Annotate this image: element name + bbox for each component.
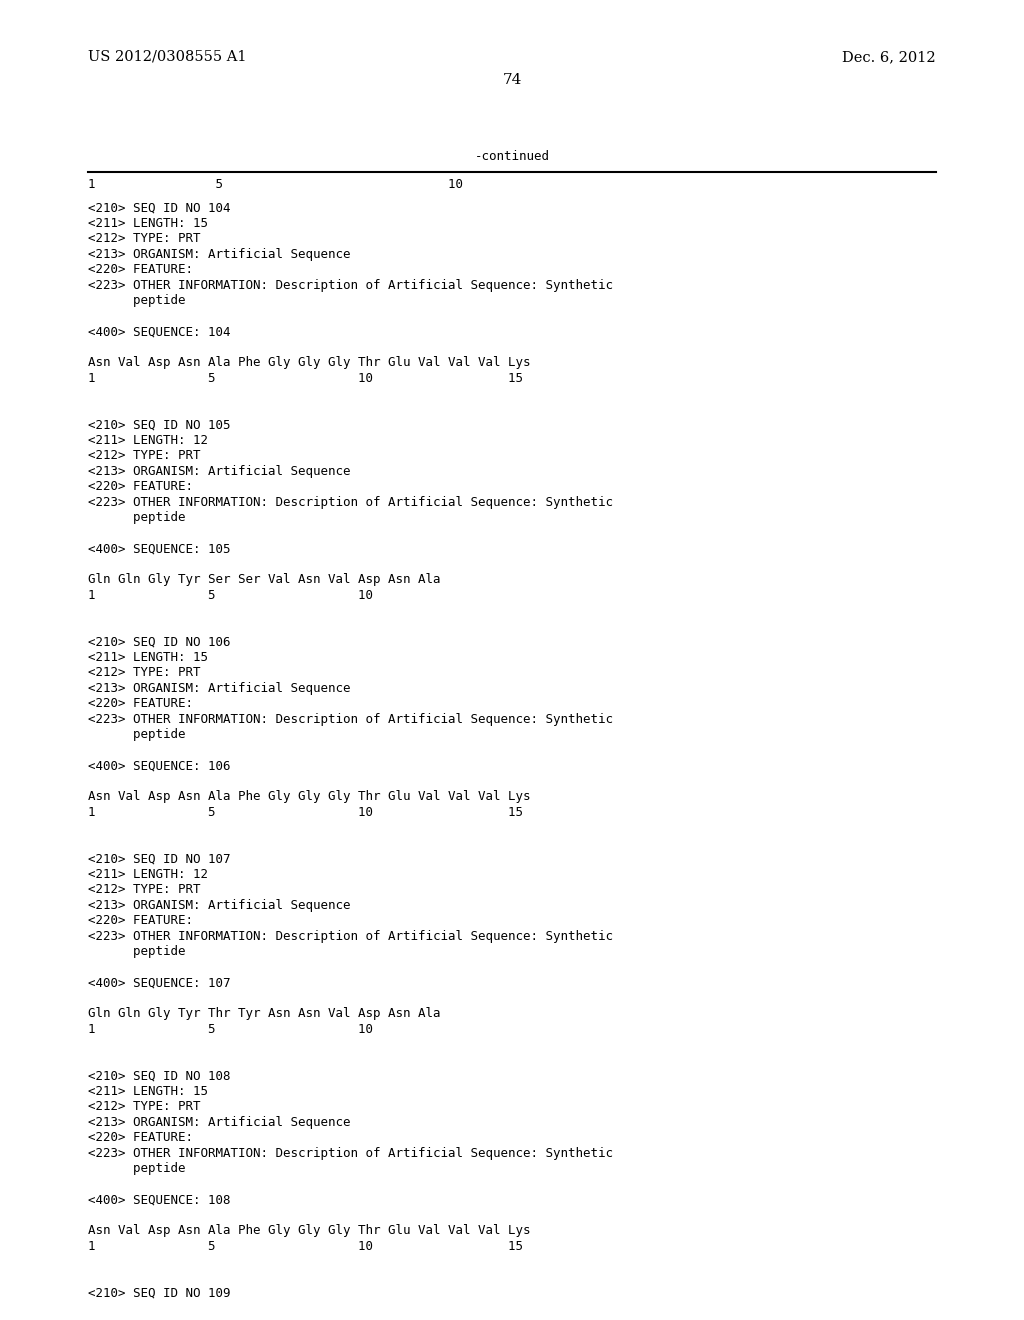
Text: <400> SEQUENCE: 107: <400> SEQUENCE: 107 <box>88 977 230 989</box>
Text: peptide: peptide <box>88 1162 185 1175</box>
Text: <400> SEQUENCE: 108: <400> SEQUENCE: 108 <box>88 1193 230 1206</box>
Text: US 2012/0308555 A1: US 2012/0308555 A1 <box>88 50 247 63</box>
Text: <400> SEQUENCE: 105: <400> SEQUENCE: 105 <box>88 543 230 556</box>
Text: peptide: peptide <box>88 945 185 958</box>
Text: <212> TYPE: PRT: <212> TYPE: PRT <box>88 883 201 896</box>
Text: <223> OTHER INFORMATION: Description of Artificial Sequence: Synthetic: <223> OTHER INFORMATION: Description of … <box>88 713 613 726</box>
Text: 1               5                   10                  15: 1 5 10 15 <box>88 1239 523 1253</box>
Text: <223> OTHER INFORMATION: Description of Artificial Sequence: Synthetic: <223> OTHER INFORMATION: Description of … <box>88 1147 613 1160</box>
Text: peptide: peptide <box>88 294 185 308</box>
Text: <220> FEATURE:: <220> FEATURE: <box>88 480 193 494</box>
Text: 74: 74 <box>503 73 521 87</box>
Text: <210> SEQ ID NO 109: <210> SEQ ID NO 109 <box>88 1286 230 1299</box>
Text: <212> TYPE: PRT: <212> TYPE: PRT <box>88 232 201 246</box>
Text: <211> LENGTH: 15: <211> LENGTH: 15 <box>88 216 208 230</box>
Text: Asn Val Asp Asn Ala Phe Gly Gly Gly Thr Glu Val Val Val Lys: Asn Val Asp Asn Ala Phe Gly Gly Gly Thr … <box>88 1224 530 1237</box>
Text: 1               5                   10: 1 5 10 <box>88 589 373 602</box>
Text: <400> SEQUENCE: 104: <400> SEQUENCE: 104 <box>88 325 230 338</box>
Text: Asn Val Asp Asn Ala Phe Gly Gly Gly Thr Glu Val Val Val Lys: Asn Val Asp Asn Ala Phe Gly Gly Gly Thr … <box>88 356 530 370</box>
Text: <210> SEQ ID NO 107: <210> SEQ ID NO 107 <box>88 853 230 865</box>
Text: Dec. 6, 2012: Dec. 6, 2012 <box>843 50 936 63</box>
Text: <210> SEQ ID NO 106: <210> SEQ ID NO 106 <box>88 635 230 648</box>
Text: <400> SEQUENCE: 106: <400> SEQUENCE: 106 <box>88 759 230 772</box>
Text: <213> ORGANISM: Artificial Sequence: <213> ORGANISM: Artificial Sequence <box>88 248 350 261</box>
Text: <223> OTHER INFORMATION: Description of Artificial Sequence: Synthetic: <223> OTHER INFORMATION: Description of … <box>88 496 613 508</box>
Text: 1               5                   10: 1 5 10 <box>88 1023 373 1036</box>
Text: 1               5                   10                  15: 1 5 10 15 <box>88 805 523 818</box>
Text: <212> TYPE: PRT: <212> TYPE: PRT <box>88 1101 201 1113</box>
Text: <212> TYPE: PRT: <212> TYPE: PRT <box>88 667 201 680</box>
Text: <213> ORGANISM: Artificial Sequence: <213> ORGANISM: Artificial Sequence <box>88 899 350 912</box>
Text: <211> LENGTH: 15: <211> LENGTH: 15 <box>88 651 208 664</box>
Text: Gln Gln Gly Tyr Thr Tyr Asn Asn Val Asp Asn Ala: Gln Gln Gly Tyr Thr Tyr Asn Asn Val Asp … <box>88 1007 440 1020</box>
Text: Asn Val Asp Asn Ala Phe Gly Gly Gly Thr Glu Val Val Val Lys: Asn Val Asp Asn Ala Phe Gly Gly Gly Thr … <box>88 791 530 804</box>
Text: <220> FEATURE:: <220> FEATURE: <box>88 915 193 927</box>
Text: 1                5                              10: 1 5 10 <box>88 178 463 191</box>
Text: -continued: -continued <box>474 150 550 162</box>
Text: <213> ORGANISM: Artificial Sequence: <213> ORGANISM: Artificial Sequence <box>88 465 350 478</box>
Text: <211> LENGTH: 15: <211> LENGTH: 15 <box>88 1085 208 1098</box>
Text: <220> FEATURE:: <220> FEATURE: <box>88 263 193 276</box>
Text: <223> OTHER INFORMATION: Description of Artificial Sequence: Synthetic: <223> OTHER INFORMATION: Description of … <box>88 279 613 292</box>
Text: <211> LENGTH: 12: <211> LENGTH: 12 <box>88 867 208 880</box>
Text: <210> SEQ ID NO 104: <210> SEQ ID NO 104 <box>88 201 230 214</box>
Text: <210> SEQ ID NO 108: <210> SEQ ID NO 108 <box>88 1069 230 1082</box>
Text: <223> OTHER INFORMATION: Description of Artificial Sequence: Synthetic: <223> OTHER INFORMATION: Description of … <box>88 929 613 942</box>
Text: 1               5                   10                  15: 1 5 10 15 <box>88 372 523 384</box>
Text: peptide: peptide <box>88 729 185 742</box>
Text: <210> SEQ ID NO 105: <210> SEQ ID NO 105 <box>88 418 230 432</box>
Text: <212> TYPE: PRT: <212> TYPE: PRT <box>88 449 201 462</box>
Text: <211> LENGTH: 12: <211> LENGTH: 12 <box>88 434 208 446</box>
Text: peptide: peptide <box>88 511 185 524</box>
Text: <220> FEATURE:: <220> FEATURE: <box>88 1131 193 1144</box>
Text: Gln Gln Gly Tyr Ser Ser Val Asn Val Asp Asn Ala: Gln Gln Gly Tyr Ser Ser Val Asn Val Asp … <box>88 573 440 586</box>
Text: <220> FEATURE:: <220> FEATURE: <box>88 697 193 710</box>
Text: <213> ORGANISM: Artificial Sequence: <213> ORGANISM: Artificial Sequence <box>88 1115 350 1129</box>
Text: <213> ORGANISM: Artificial Sequence: <213> ORGANISM: Artificial Sequence <box>88 681 350 694</box>
